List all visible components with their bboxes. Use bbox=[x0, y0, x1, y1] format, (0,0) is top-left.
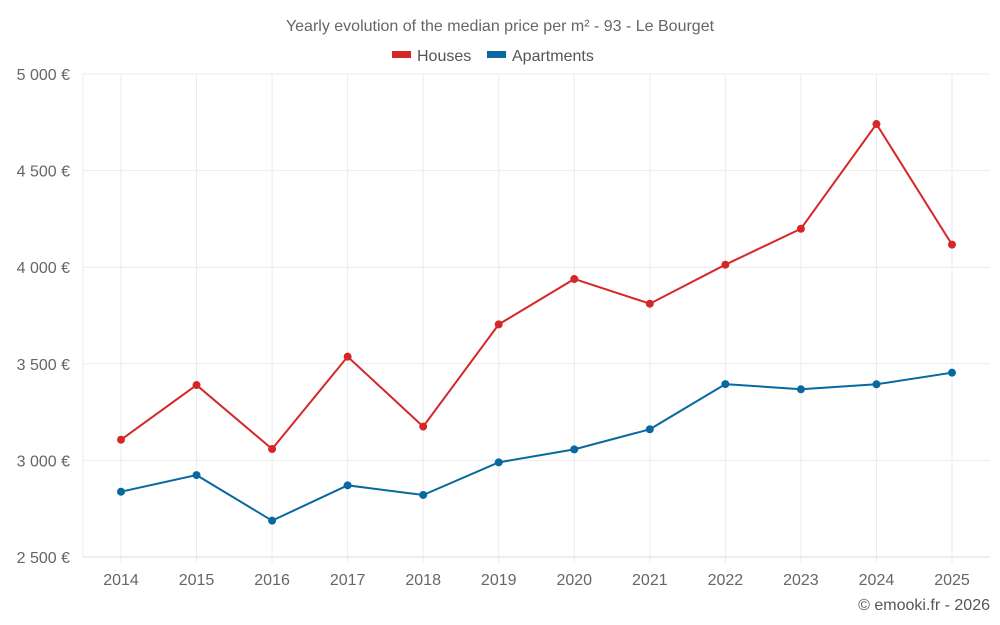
grid bbox=[82, 73, 990, 563]
data-point[interactable] bbox=[645, 425, 654, 434]
data-point[interactable] bbox=[948, 368, 956, 377]
x-tick-label: 2016 bbox=[254, 572, 290, 589]
y-tick-label: 4 000 € bbox=[17, 260, 70, 277]
data-point[interactable] bbox=[494, 320, 503, 329]
data-point[interactable] bbox=[872, 380, 881, 389]
series-group bbox=[117, 120, 956, 525]
data-point[interactable] bbox=[721, 380, 730, 389]
data-point[interactable] bbox=[343, 481, 352, 490]
data-point[interactable] bbox=[419, 490, 428, 499]
data-point[interactable] bbox=[494, 458, 503, 467]
series-houses bbox=[117, 120, 956, 454]
x-tick-label: 2025 bbox=[934, 572, 970, 589]
legend-item-houses[interactable]: Houses bbox=[392, 48, 471, 65]
y-tick-label: 4 500 € bbox=[17, 164, 70, 181]
data-point[interactable] bbox=[570, 445, 579, 454]
y-tick-label: 5 000 € bbox=[17, 67, 70, 84]
y-tick-label: 3 000 € bbox=[17, 453, 70, 470]
data-point[interactable] bbox=[645, 299, 654, 308]
data-point[interactable] bbox=[117, 487, 125, 496]
data-point[interactable] bbox=[268, 516, 277, 525]
x-tick-label: 2019 bbox=[481, 572, 517, 589]
chart-title: Yearly evolution of the median price per… bbox=[286, 18, 715, 35]
data-point[interactable] bbox=[721, 260, 730, 269]
y-tick-label: 3 500 € bbox=[17, 357, 70, 374]
x-axis: 2014 2015 2016 2017 2018 2019 2020 2021 2022 2023… bbox=[103, 572, 970, 589]
x-tick-label: 2021 bbox=[632, 572, 668, 589]
data-point[interactable] bbox=[796, 224, 805, 233]
data-point[interactable] bbox=[419, 422, 428, 431]
x-tick-label: 2014 bbox=[103, 572, 139, 589]
x-tick-label: 2017 bbox=[330, 572, 366, 589]
legend-label: Apartments bbox=[512, 48, 594, 65]
data-point[interactable] bbox=[872, 120, 881, 129]
data-point[interactable] bbox=[796, 385, 805, 394]
data-point[interactable] bbox=[192, 471, 201, 480]
data-point[interactable] bbox=[192, 381, 201, 390]
x-tick-label: 2023 bbox=[783, 572, 819, 589]
legend-swatch bbox=[392, 51, 411, 58]
legend-label: Houses bbox=[417, 48, 471, 65]
data-point[interactable] bbox=[268, 445, 277, 454]
credit-text: © emooki.fr - 2026 bbox=[858, 597, 990, 614]
y-tick-label: 2 500 € bbox=[17, 550, 70, 567]
legend-swatch bbox=[487, 51, 506, 58]
x-tick-label: 2022 bbox=[708, 572, 744, 589]
series-line bbox=[120, 122, 953, 451]
x-tick-label: 2020 bbox=[556, 572, 592, 589]
series-apartments bbox=[117, 368, 956, 525]
data-point[interactable] bbox=[343, 352, 352, 361]
x-tick-label: 2018 bbox=[405, 572, 441, 589]
series-line bbox=[120, 371, 953, 522]
x-tick-label: 2024 bbox=[859, 572, 895, 589]
y-axis: 2 500 € 3 000 € 3 500 € 4 000 € 4 500 € 5 000… bbox=[17, 67, 70, 567]
legend-item-apartments[interactable]: Apartments bbox=[487, 48, 594, 65]
x-tick-label: 2015 bbox=[179, 572, 215, 589]
data-point[interactable] bbox=[117, 435, 125, 444]
legend: Houses Apartments bbox=[392, 48, 594, 65]
data-point[interactable] bbox=[570, 274, 579, 283]
data-point[interactable] bbox=[948, 240, 956, 249]
